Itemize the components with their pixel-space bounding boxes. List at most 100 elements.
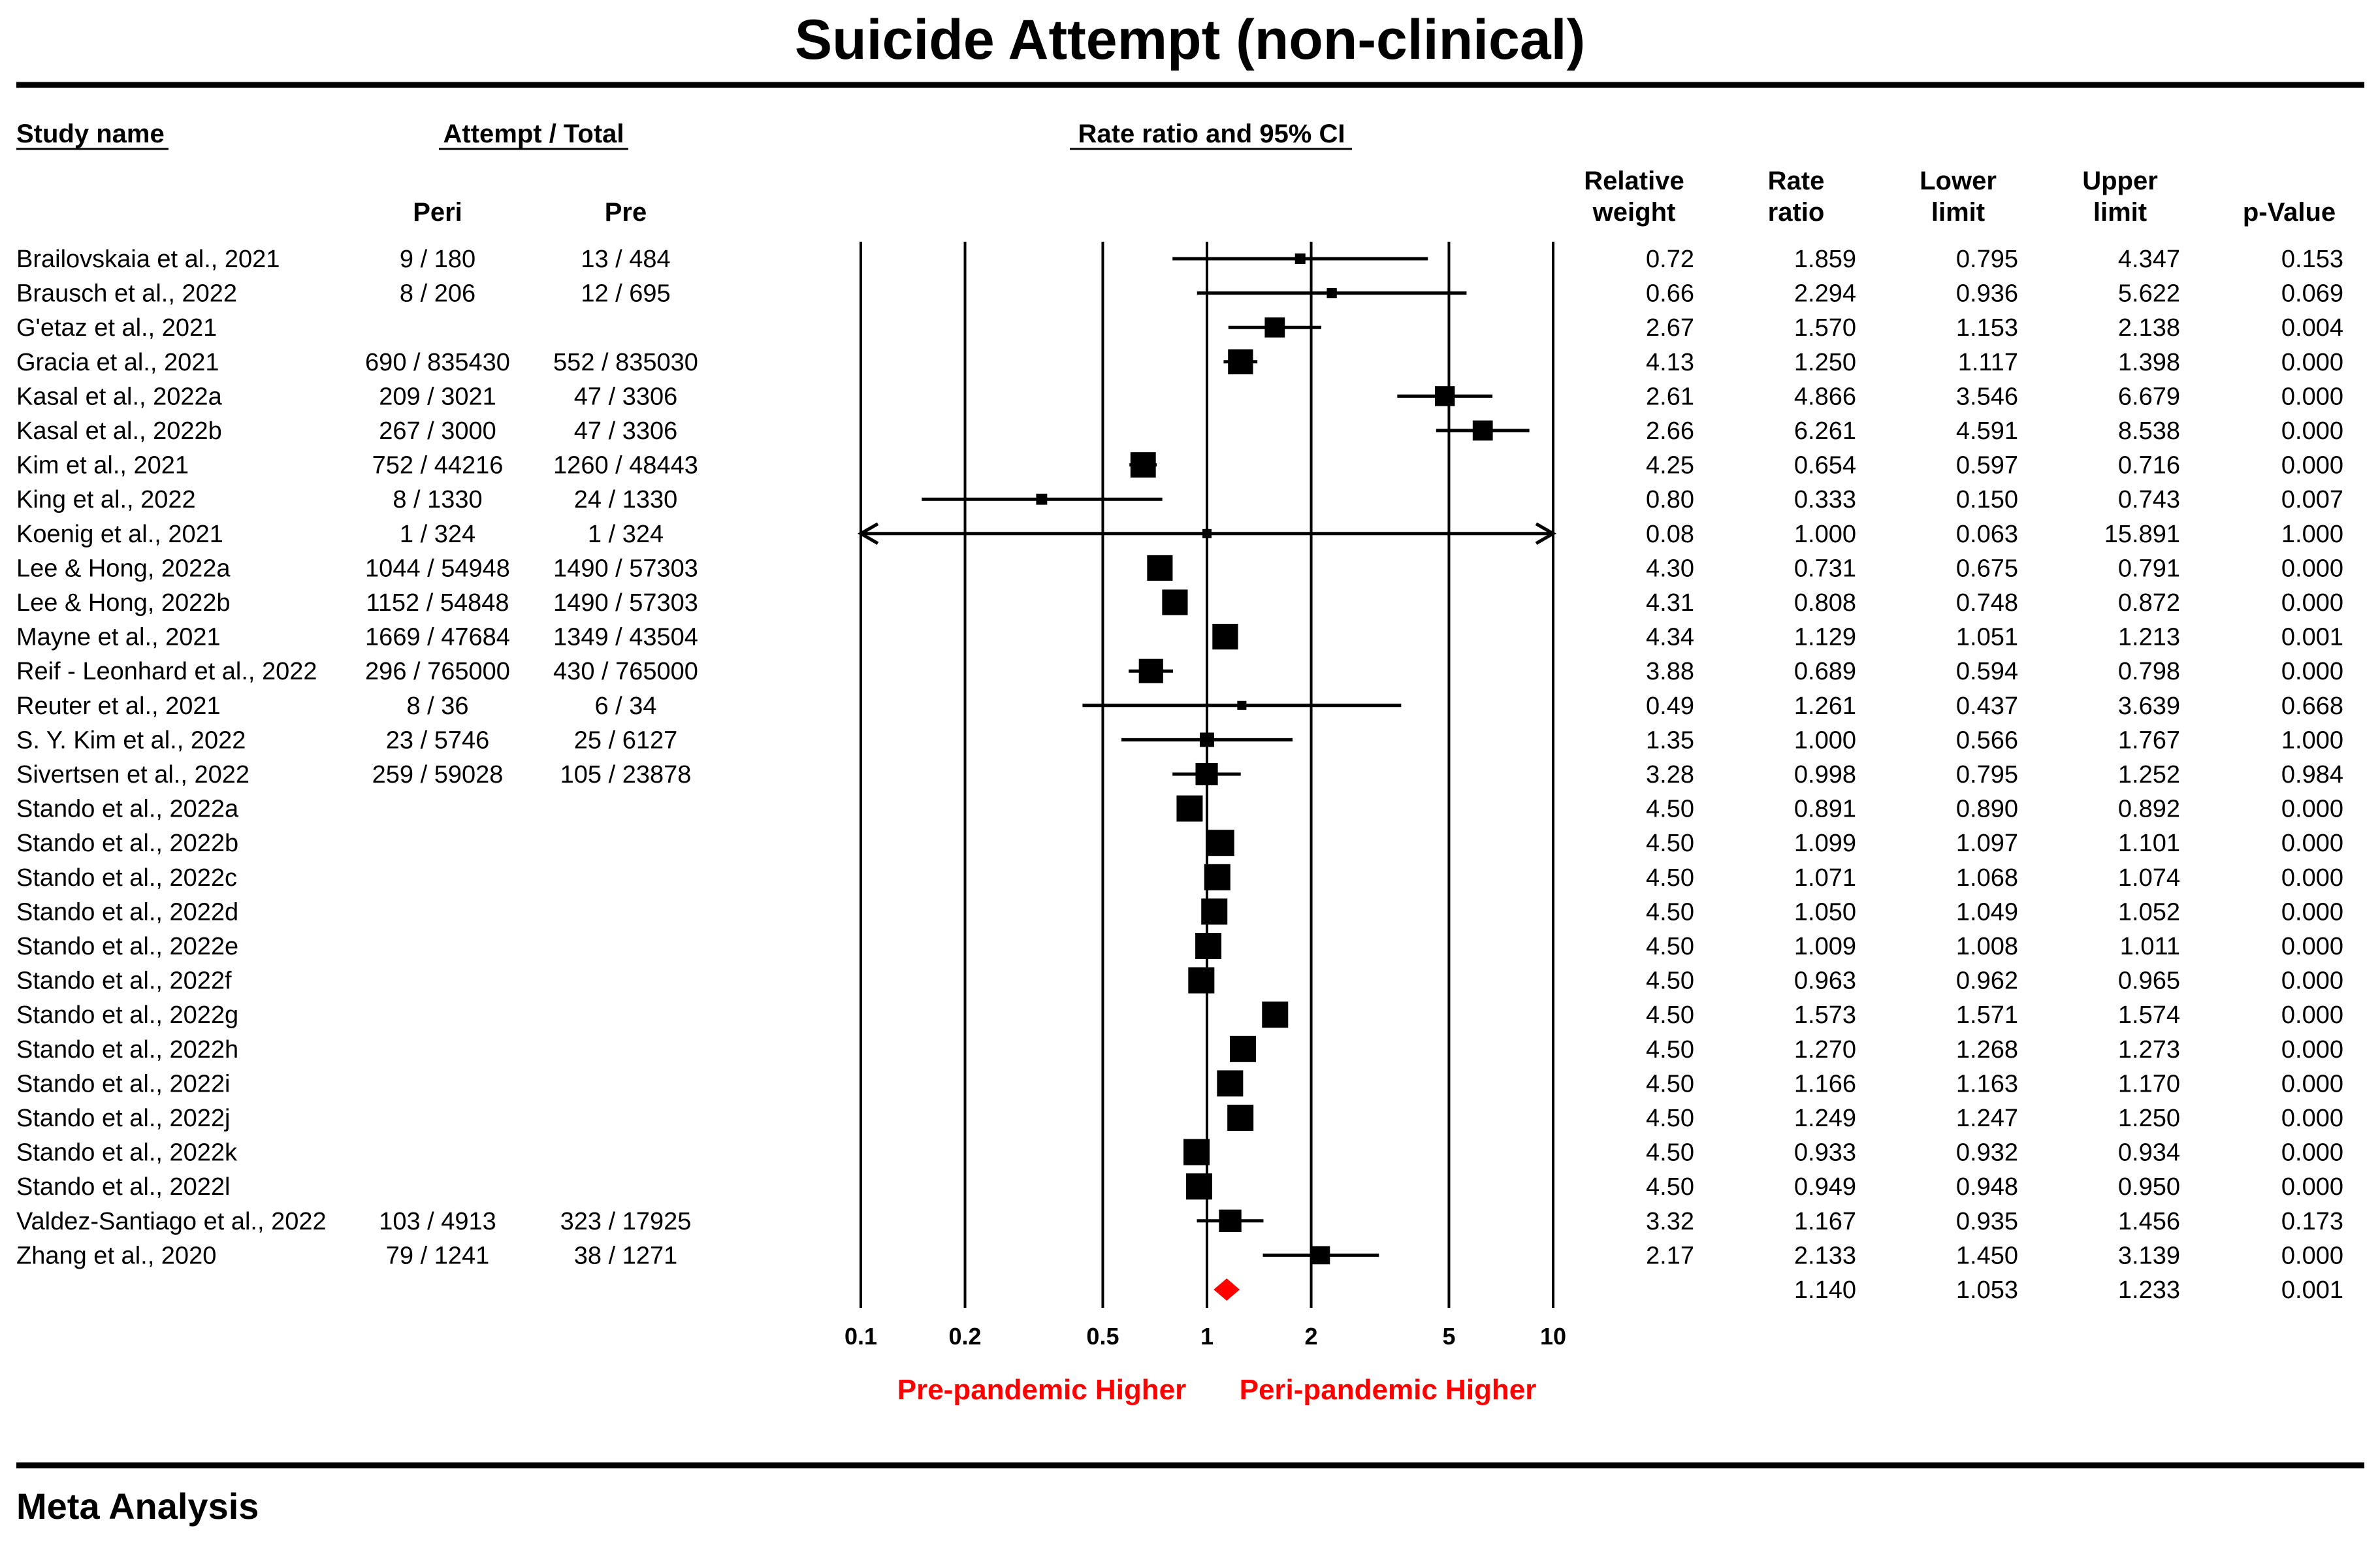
study-name: Stando et al., 2022g — [16, 1001, 238, 1029]
pre-count: 1349 / 43504 — [553, 624, 698, 651]
lower-limit: 0.890 — [1956, 796, 2018, 823]
rate-ratio: 0.654 — [1794, 452, 1856, 480]
lower-limit: 0.795 — [1956, 246, 2018, 273]
relative-weight: 3.88 — [1646, 658, 1694, 685]
lower-limit: 4.591 — [1956, 417, 2018, 445]
point-estimate — [1295, 253, 1306, 264]
header-lower-line2: limit — [1931, 198, 1985, 227]
point-estimate — [1217, 1070, 1244, 1097]
relative-weight: 4.50 — [1646, 968, 1694, 995]
direction-right-label: Peri-pandemic Higher — [1240, 1374, 1537, 1406]
p-value: 0.000 — [2281, 1001, 2343, 1029]
direction-left-label: Pre-pandemic Higher — [897, 1374, 1187, 1406]
rate-ratio: 0.998 — [1794, 761, 1856, 789]
upper-limit: 1.398 — [2118, 349, 2180, 376]
tick-label-2: 2 — [1305, 1323, 1318, 1350]
upper-limit: 3.139 — [2118, 1242, 2180, 1269]
axis-ticks: 0.1 0.2 0.5 1 2 5 10 — [844, 1323, 1566, 1350]
point-estimate — [1185, 1173, 1212, 1200]
tick-label-10: 10 — [1540, 1323, 1566, 1350]
lower-limit: 0.437 — [1956, 692, 2018, 720]
pooled-lower-limit: 1.053 — [1956, 1277, 2018, 1304]
relative-weight: 4.50 — [1646, 1105, 1694, 1132]
lower-limit: 1.247 — [1956, 1105, 2018, 1132]
lower-limit: 0.150 — [1956, 486, 2018, 513]
peri-count: 1 / 324 — [400, 521, 475, 548]
p-value: 0.000 — [2281, 349, 2343, 376]
rate-ratio: 2.133 — [1794, 1242, 1856, 1269]
relative-weight: 2.67 — [1646, 314, 1694, 342]
upper-limit: 1.213 — [2118, 624, 2180, 651]
upper-limit: 0.872 — [2118, 589, 2180, 617]
pre-count: 1490 / 57303 — [553, 555, 698, 582]
study-name: Zhang et al., 2020 — [16, 1242, 216, 1269]
rate-ratio: 0.933 — [1794, 1139, 1856, 1167]
upper-limit: 2.138 — [2118, 314, 2180, 342]
p-value: 0.000 — [2281, 555, 2343, 582]
p-value: 0.000 — [2281, 589, 2343, 617]
lower-limit: 0.566 — [1956, 726, 2018, 754]
peri-count: 209 / 3021 — [379, 383, 496, 410]
relative-weight: 4.50 — [1646, 830, 1694, 857]
rate-ratio: 0.333 — [1794, 486, 1856, 513]
lower-limit: 1.068 — [1956, 864, 2018, 892]
pre-count: 38 / 1271 — [574, 1242, 677, 1269]
rate-ratio: 1.099 — [1794, 830, 1856, 857]
pre-count: 12 / 695 — [581, 280, 670, 308]
header-weight-line1: Relative — [1584, 167, 1684, 195]
study-name: Kim et al., 2021 — [16, 452, 189, 480]
relative-weight: 0.49 — [1646, 692, 1694, 720]
point-estimate — [1228, 349, 1253, 374]
peri-count: 8 / 1330 — [393, 486, 482, 513]
p-value: 0.000 — [2281, 830, 2343, 857]
upper-limit: 3.639 — [2118, 692, 2180, 720]
upper-limit: 0.934 — [2118, 1139, 2180, 1167]
rate-ratio: 0.963 — [1794, 968, 1856, 995]
effect-marks — [857, 253, 1557, 1301]
point-estimate — [1327, 287, 1337, 299]
pre-count: 13 / 484 — [581, 246, 670, 273]
upper-limit: 1.101 — [2118, 830, 2180, 857]
relative-weight: 4.50 — [1646, 1139, 1694, 1167]
point-estimate — [1176, 795, 1203, 822]
point-estimate — [1212, 623, 1238, 650]
header-plot-title: Rate ratio and 95% CI — [1078, 120, 1345, 148]
study-name: Valdez-Santiago et al., 2022 — [16, 1208, 327, 1235]
upper-limit: 1.252 — [2118, 761, 2180, 789]
point-estimate — [1227, 1105, 1254, 1131]
relative-weight: 4.25 — [1646, 452, 1694, 480]
relative-weight: 2.61 — [1646, 383, 1694, 410]
point-estimate — [1130, 452, 1156, 478]
rate-ratio: 1.261 — [1794, 692, 1856, 720]
peri-count: 296 / 765000 — [365, 658, 510, 685]
peri-count: 267 / 3000 — [379, 417, 496, 445]
relative-weight: 2.66 — [1646, 417, 1694, 445]
lower-limit: 0.597 — [1956, 452, 2018, 480]
study-name: Stando et al., 2022c — [16, 864, 237, 892]
p-value: 1.000 — [2281, 521, 2343, 548]
header-attempt-total: Attempt / Total — [443, 120, 624, 148]
plot-grid — [860, 242, 1554, 1308]
upper-limit: 0.892 — [2118, 796, 2180, 823]
study-name: Stando et al., 2022e — [16, 933, 238, 960]
p-value: 0.173 — [2281, 1208, 2343, 1235]
tick-label-0.1: 0.1 — [844, 1323, 877, 1350]
pre-count: 24 / 1330 — [574, 486, 677, 513]
p-value: 0.000 — [2281, 1105, 2343, 1132]
upper-limit: 1.011 — [2120, 933, 2180, 960]
peri-count: 8 / 206 — [400, 280, 475, 308]
pre-count: 1 / 324 — [588, 521, 664, 548]
lower-limit: 1.008 — [1956, 933, 2018, 960]
ci-arrow-left — [857, 522, 879, 545]
relative-weight: 4.50 — [1646, 864, 1694, 892]
study-name: Kasal et al., 2022a — [16, 383, 223, 410]
tick-label-5: 5 — [1442, 1323, 1455, 1350]
study-name: Lee & Hong, 2022a — [16, 555, 231, 582]
rate-ratio: 1.129 — [1794, 624, 1856, 651]
lower-limit: 1.117 — [1958, 349, 2018, 376]
point-estimate — [1219, 1209, 1242, 1232]
relative-weight: 4.50 — [1646, 1001, 1694, 1029]
lower-limit: 1.049 — [1956, 898, 2018, 926]
lower-limit: 1.163 — [1956, 1070, 2018, 1098]
